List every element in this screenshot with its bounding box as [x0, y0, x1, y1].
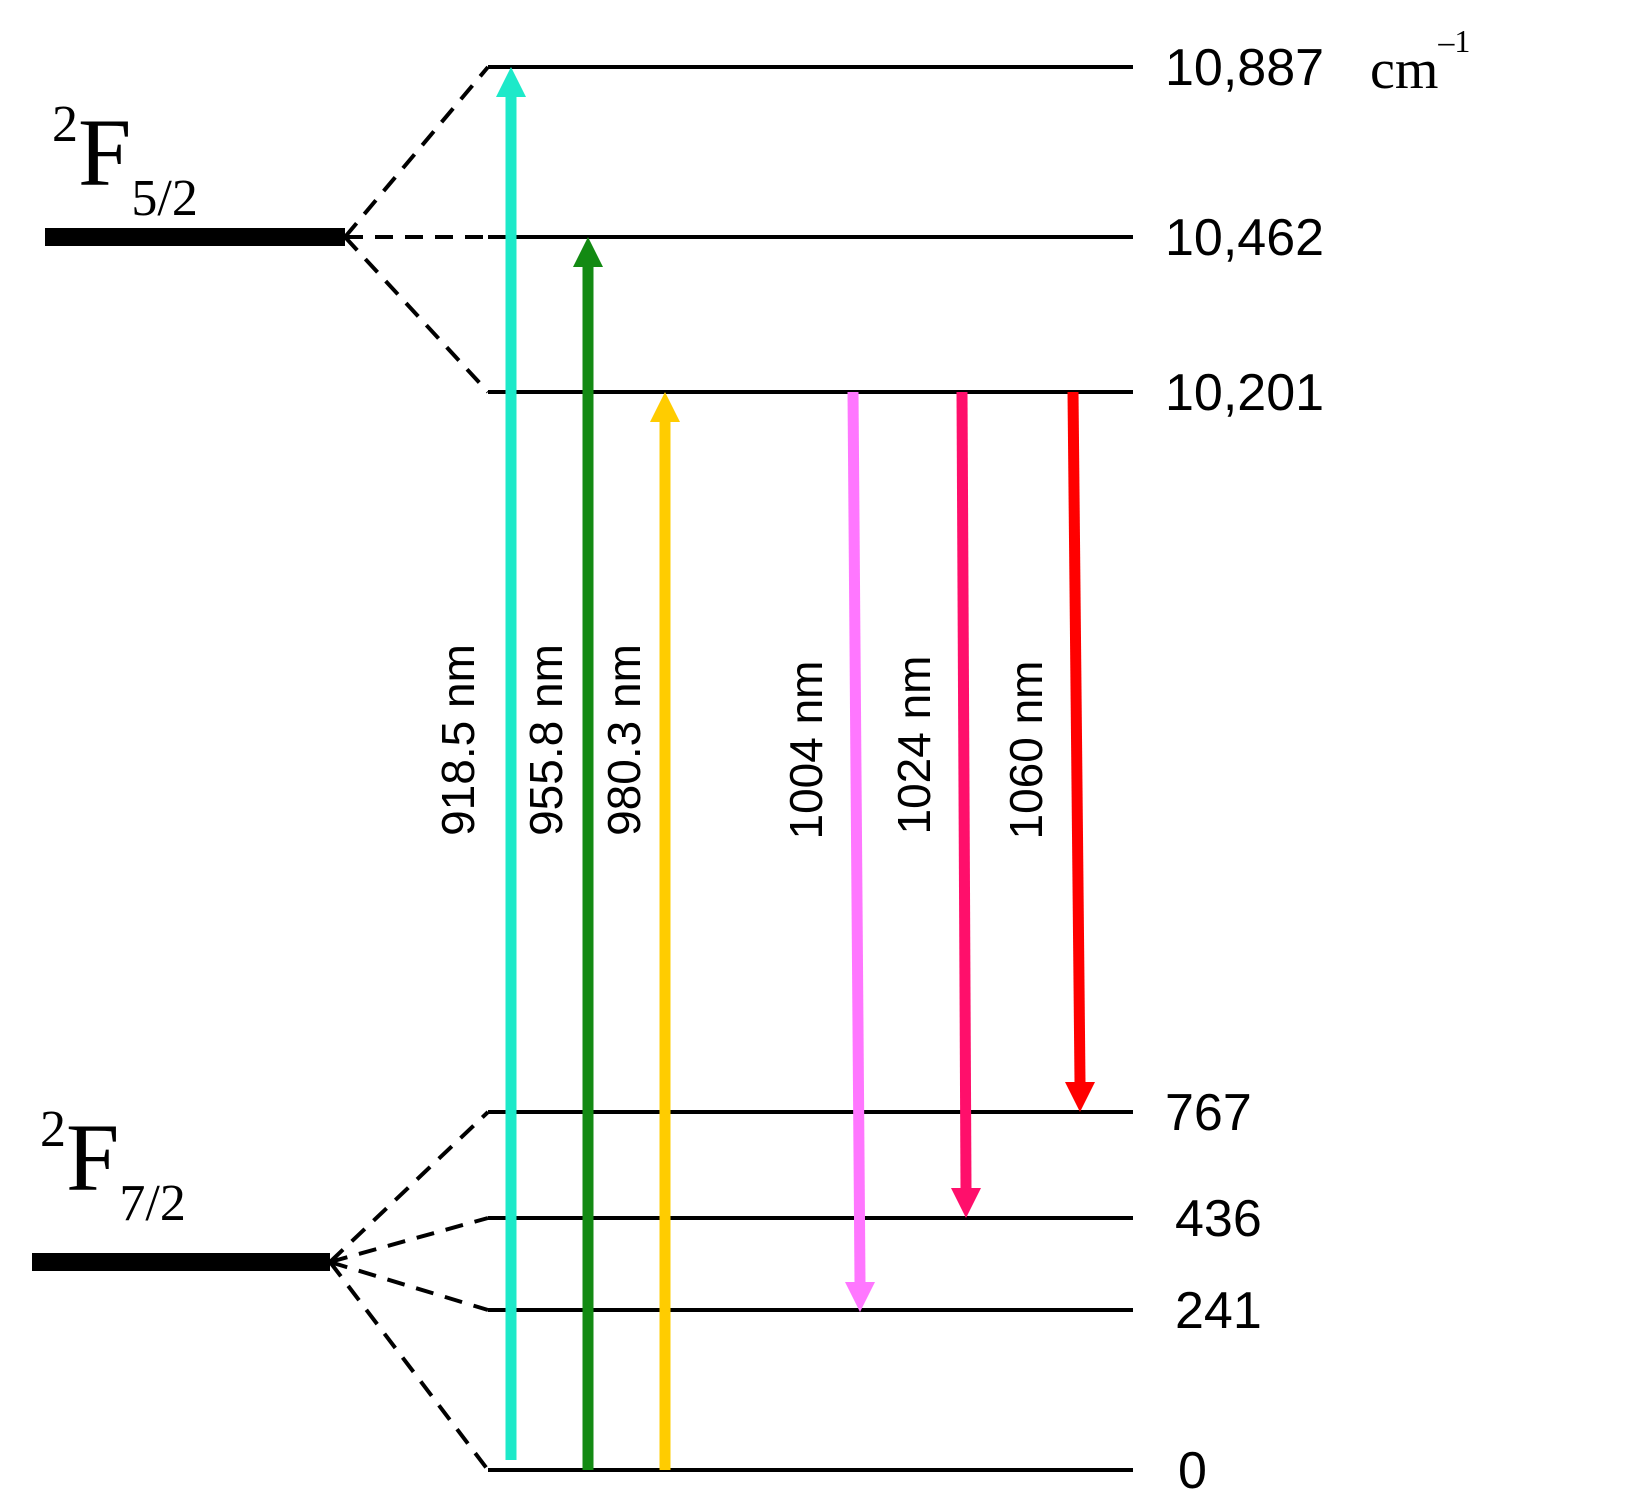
arrow-head [650, 392, 680, 422]
transition-label: 980.3 nm [598, 644, 650, 836]
transition-label: 1060 nm [1000, 660, 1052, 839]
level-label: 241 [1175, 1282, 1262, 1340]
transition-arrow [1067, 391, 1086, 1083]
level-label: 10,462 [1165, 209, 1324, 267]
arrow-head [951, 1188, 981, 1218]
manifold-label: 2F5/2 [52, 96, 198, 227]
level-label: 10,201 [1165, 364, 1324, 422]
transition-arrow [847, 391, 866, 1283]
splitting-dash [343, 235, 490, 394]
unit-label: cm–1 [1370, 23, 1470, 101]
splitting-dash [343, 65, 490, 239]
manifold-multiplicity: 2 [52, 96, 78, 153]
manifold-j: 7/2 [119, 1175, 185, 1232]
unit-exponent: –1 [1437, 23, 1470, 59]
level-label: 767 [1165, 1084, 1252, 1142]
transition-label: 955.8 nm [520, 644, 572, 836]
arrow-head [573, 237, 603, 267]
transition-label: 1024 nm [888, 655, 940, 834]
unit-base: cm [1370, 39, 1438, 101]
manifold-symbol: F [66, 1104, 119, 1211]
splitting-dash [328, 1110, 490, 1264]
manifold-j: 5/2 [131, 170, 197, 227]
level-label: 0 [1178, 1442, 1207, 1500]
arrow-head [496, 67, 526, 97]
transition-label: 1004 nm [780, 660, 832, 839]
manifold-symbol: F [78, 99, 131, 206]
transition-arrow [956, 391, 972, 1189]
level-label: 436 [1175, 1190, 1262, 1248]
transition-label: 918.5 nm [432, 644, 484, 836]
splitting-dash [329, 1260, 489, 1312]
splitting-dash [329, 1216, 489, 1264]
splitting-dash [328, 1260, 490, 1472]
arrow-head [1065, 1082, 1095, 1112]
manifold-label: 2F7/2 [40, 1101, 186, 1232]
level-label: 10,887 [1165, 39, 1324, 97]
manifold-multiplicity: 2 [40, 1101, 66, 1158]
arrow-head [845, 1282, 875, 1312]
